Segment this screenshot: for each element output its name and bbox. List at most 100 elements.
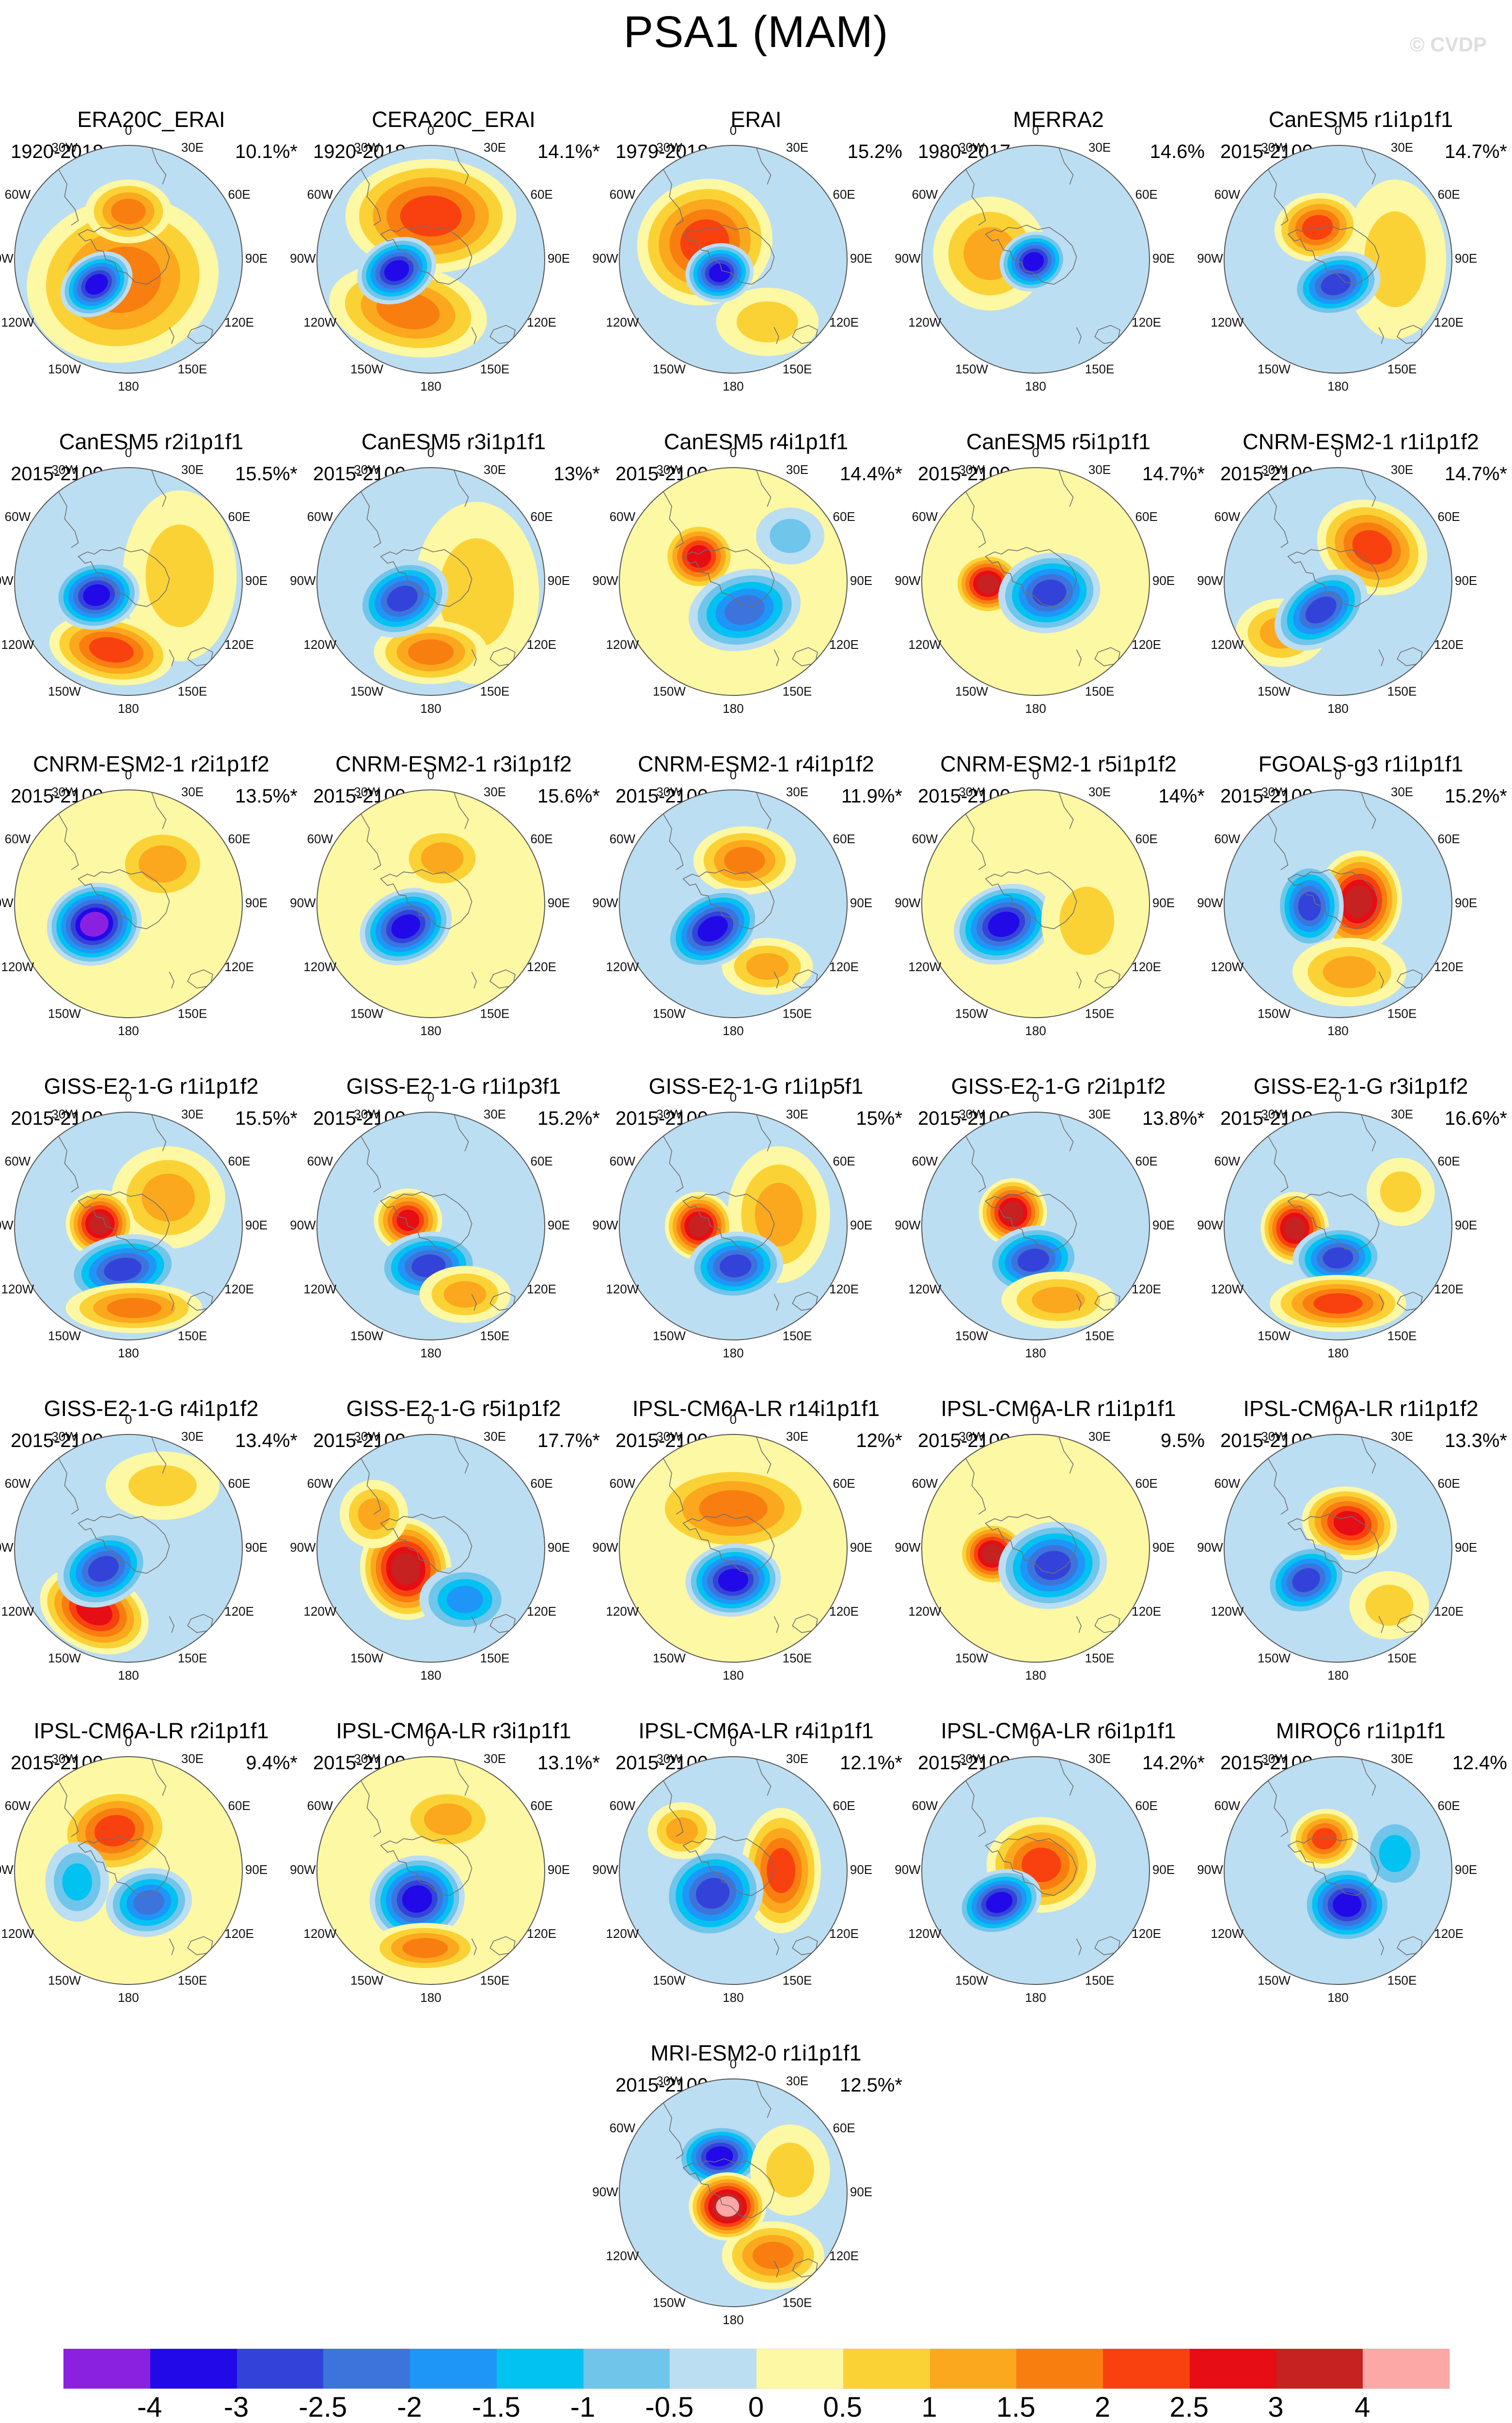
longitude-label: 90E	[245, 1218, 268, 1232]
polar-map-canvas: 0 30E 60E 90E 120E 150E 180 150W 120W 90W 60W 30W	[0, 123, 268, 393]
longitude-label: 90E	[1455, 251, 1477, 266]
warm-contour	[688, 1215, 710, 1237]
cold-contour	[1333, 1892, 1362, 1917]
longitude-label: 150E	[178, 362, 207, 377]
warm-contour	[1380, 1171, 1421, 1212]
longitude-label: 30W	[656, 1107, 682, 1121]
warm-contour	[396, 1210, 420, 1231]
longitude-label: 30W	[1261, 462, 1287, 477]
coastline	[1361, 146, 1376, 184]
longitude-label: 30W	[656, 1751, 682, 1766]
contour-field	[965, 1113, 1120, 1328]
warm-contour	[107, 1298, 162, 1318]
polar-map-canvas: 0 30E 60E 90E 120E 150E 180 150W 120W 90W 60W 30W	[290, 123, 570, 393]
longitude-label: 180	[723, 1023, 743, 1038]
longitude-label: 120E	[1132, 1282, 1161, 1296]
longitude-label: 120W	[1, 637, 34, 652]
colorbar-tick: 4	[1354, 2392, 1370, 2423]
polar-map-canvas: 0 30E 60E 90E 120E 150E 180 150W 120W 90W 60W 30W	[592, 2057, 872, 2327]
longitude-label: 60E	[833, 1476, 855, 1491]
longitude-label: 150E	[1387, 1973, 1417, 1988]
longitude-label: 30E	[1088, 1429, 1111, 1444]
longitude-label: 60E	[833, 832, 855, 846]
longitude-label: 120E	[1434, 1604, 1464, 1619]
longitude-label: 30E	[1088, 1751, 1111, 1766]
colorbar-segment	[929, 2349, 1017, 2389]
longitude-label: 30W	[354, 140, 380, 155]
longitude-label: 90W	[895, 1218, 921, 1232]
longitude-label: 90W	[290, 896, 316, 910]
longitude-label: 90W	[1197, 573, 1223, 588]
coastline	[756, 146, 771, 184]
warm-contour	[89, 637, 134, 663]
longitude-label: 30E	[786, 1751, 808, 1766]
panel-variance-pct: 15.5%*	[235, 1108, 298, 1129]
longitude-label: 60E	[833, 2121, 855, 2135]
cold-contour	[709, 263, 730, 283]
longitude-label: 150E	[1387, 1007, 1417, 1021]
coastline	[986, 870, 1077, 929]
longitude-label: 0	[1335, 1090, 1341, 1104]
colorbar-tick-labels: -4 -3 -2.5 -2 -1.5 -1 -0.5 0 0.5 1 1.5 2 2.5 3 4	[63, 2391, 1449, 2423]
coastline	[360, 490, 380, 548]
polar-map-canvas: 0 30E 60E 90E 120E 150E 180 150W 120W 90W 60W 30W	[895, 1412, 1175, 1683]
panel-title: CanESM5 r5i1p1f1	[966, 429, 1151, 454]
coastline	[662, 168, 683, 225]
map-panel: ERA20C_ERAI 1920-2018 10.1%* 0 30E 60E 90E 120E…	[0, 99, 302, 419]
longitude-label: 150E	[783, 1651, 812, 1666]
longitude-label: 90E	[548, 896, 570, 910]
coastline	[79, 1837, 170, 1896]
panel-title: CNRM-ESM2-1 r1i1p1f2	[1243, 429, 1479, 454]
cold-contour	[1017, 1248, 1049, 1272]
cold-contour	[133, 1890, 165, 1915]
longitude-label: 90W	[0, 573, 14, 588]
longitude-label: 0	[125, 1090, 132, 1104]
polar-map-canvas: 0 30E 60E 90E 120E 150E 180 150W 120W 90W 60W 30W	[0, 1412, 268, 1683]
coastline	[774, 1939, 779, 1955]
longitude-label: 60W	[1214, 509, 1241, 524]
coastline	[151, 1758, 166, 1795]
contour-field	[58, 1113, 225, 1333]
longitude-label: 90W	[290, 573, 316, 588]
longitude-label: 0	[1335, 123, 1341, 138]
polar-map-canvas: 0 30E 60E 90E 120E 150E 180 150W 120W 90W 60W 30W	[895, 445, 1175, 716]
longitude-label: 60E	[530, 832, 552, 846]
coastline	[756, 2080, 771, 2118]
longitude-label: 90E	[548, 1540, 570, 1555]
longitude-label: 90W	[592, 896, 618, 910]
contour-field	[650, 791, 818, 995]
longitude-label: 90W	[592, 2185, 618, 2199]
longitude-label: 180	[1025, 1023, 1046, 1038]
coastline	[965, 813, 985, 870]
coastline	[58, 1779, 78, 1837]
longitude-label: 150E	[1085, 1329, 1115, 1343]
longitude-label: 0	[1335, 1734, 1341, 1749]
longitude-label: 150E	[480, 1329, 510, 1343]
map-panel: CNRM-ESM2-1 r1i1p1f2 2015-2100 14.7%* 0 30E 6…	[1197, 422, 1512, 741]
longitude-label: 120E	[224, 637, 254, 652]
colorbar-segment	[1016, 2349, 1103, 2389]
polar-map-canvas: 0 30E 60E 90E 120E 150E 180 150W 120W 90W 60W 30W	[592, 1734, 872, 2005]
cold-contour	[387, 585, 418, 612]
panel-title: GISS-E2-1-G r1i1p1f2	[44, 1074, 259, 1099]
longitude-label: 90E	[850, 1540, 872, 1555]
map-panel: GISS-E2-1-G r1i1p3f1 2015-2100 15.2%* 0 30E 6…	[290, 1066, 605, 1386]
warm-contour	[737, 301, 798, 343]
longitude-label: 180	[723, 1346, 743, 1360]
panel-title: CERA20C_ERAI	[372, 107, 536, 132]
longitude-label: 180	[420, 1990, 441, 2005]
panel-variance-pct: 15.5%*	[235, 463, 298, 485]
longitude-label: 30W	[354, 1107, 380, 1121]
longitude-label: 180	[1025, 1990, 1046, 2005]
longitude-label: 150W	[350, 1973, 383, 1988]
coastline	[1361, 1113, 1376, 1151]
longitude-label: 180	[118, 379, 139, 393]
map-outline	[921, 145, 1150, 374]
longitude-label: 90W	[895, 251, 921, 266]
longitude-label: 60W	[5, 509, 31, 524]
coastline	[170, 328, 174, 344]
panel-variance-pct: 15.2%	[847, 141, 902, 162]
longitude-label: 30E	[181, 785, 204, 799]
coastline	[151, 1113, 166, 1151]
polar-map-canvas: 0 30E 60E 90E 120E 150E 180 150W 120W 90W 60W 30W	[895, 1090, 1175, 1360]
